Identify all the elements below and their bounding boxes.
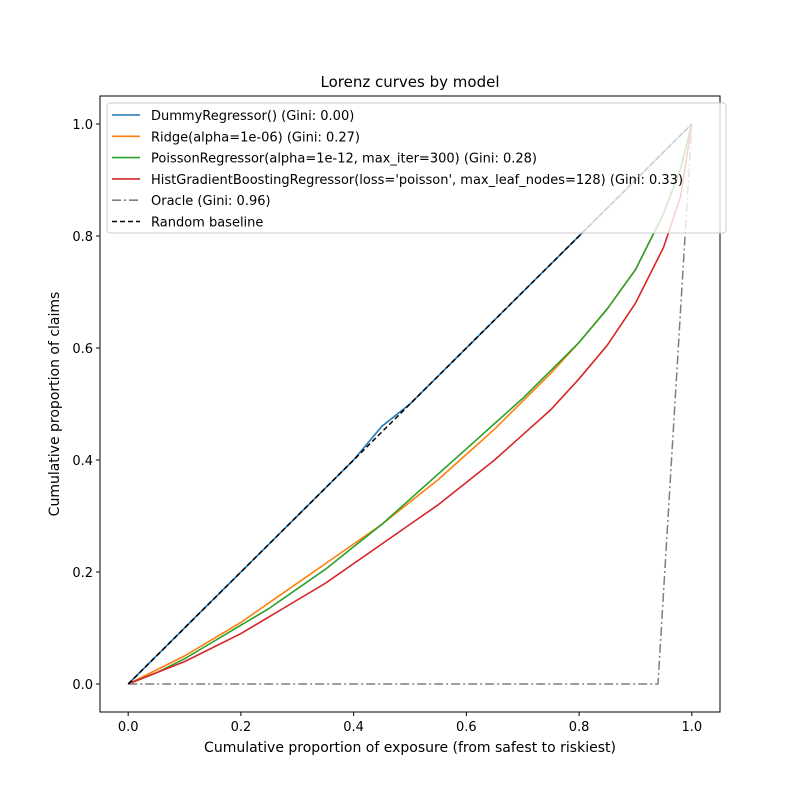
x-tick-label: 0.4 [343,720,364,735]
x-axis-label: Cumulative proportion of exposure (from … [204,740,616,756]
y-tick-label: 1.0 [72,118,93,133]
x-tick-label: 0.6 [456,720,477,735]
y-axis-label: Cumulative proportion of claims [47,292,63,517]
series-line-5 [127,123,693,685]
legend-label-0: DummyRegressor() (Gini: 0.00) [151,109,354,124]
x-tick-label: 0.0 [118,720,139,735]
legend-label-4: Oracle (Gini: 0.96) [151,194,271,209]
series-line-2 [127,123,693,685]
y-tick-label: 0.2 [72,566,93,581]
chart-title: Lorenz curves by model [321,73,500,91]
legend-label-3: HistGradientBoostingRegressor(loss='pois… [151,173,683,188]
plot-frame [99,95,721,713]
y-tick-label: 0.8 [72,230,93,245]
legend-box [106,102,727,234]
legend-label-5: Random baseline [151,216,263,231]
legend-label-1: Ridge(alpha=1e-06) (Gini: 0.27) [151,130,360,145]
series-line-3 [127,123,693,685]
x-tick-label: 0.2 [231,720,252,735]
x-tick-label: 0.8 [569,720,590,735]
legend-label-2: PoissonRegressor(alpha=1e-12, max_iter=3… [151,152,537,167]
y-tick-label: 0.0 [72,678,93,693]
y-tick-label: 0.6 [72,342,93,357]
legend: DummyRegressor() (Gini: 0.00) Ridge(alpha… [106,102,727,234]
x-tick-label: 1.0 [681,720,702,735]
y-tick-label: 0.4 [72,454,93,469]
series-line-4 [128,123,693,685]
